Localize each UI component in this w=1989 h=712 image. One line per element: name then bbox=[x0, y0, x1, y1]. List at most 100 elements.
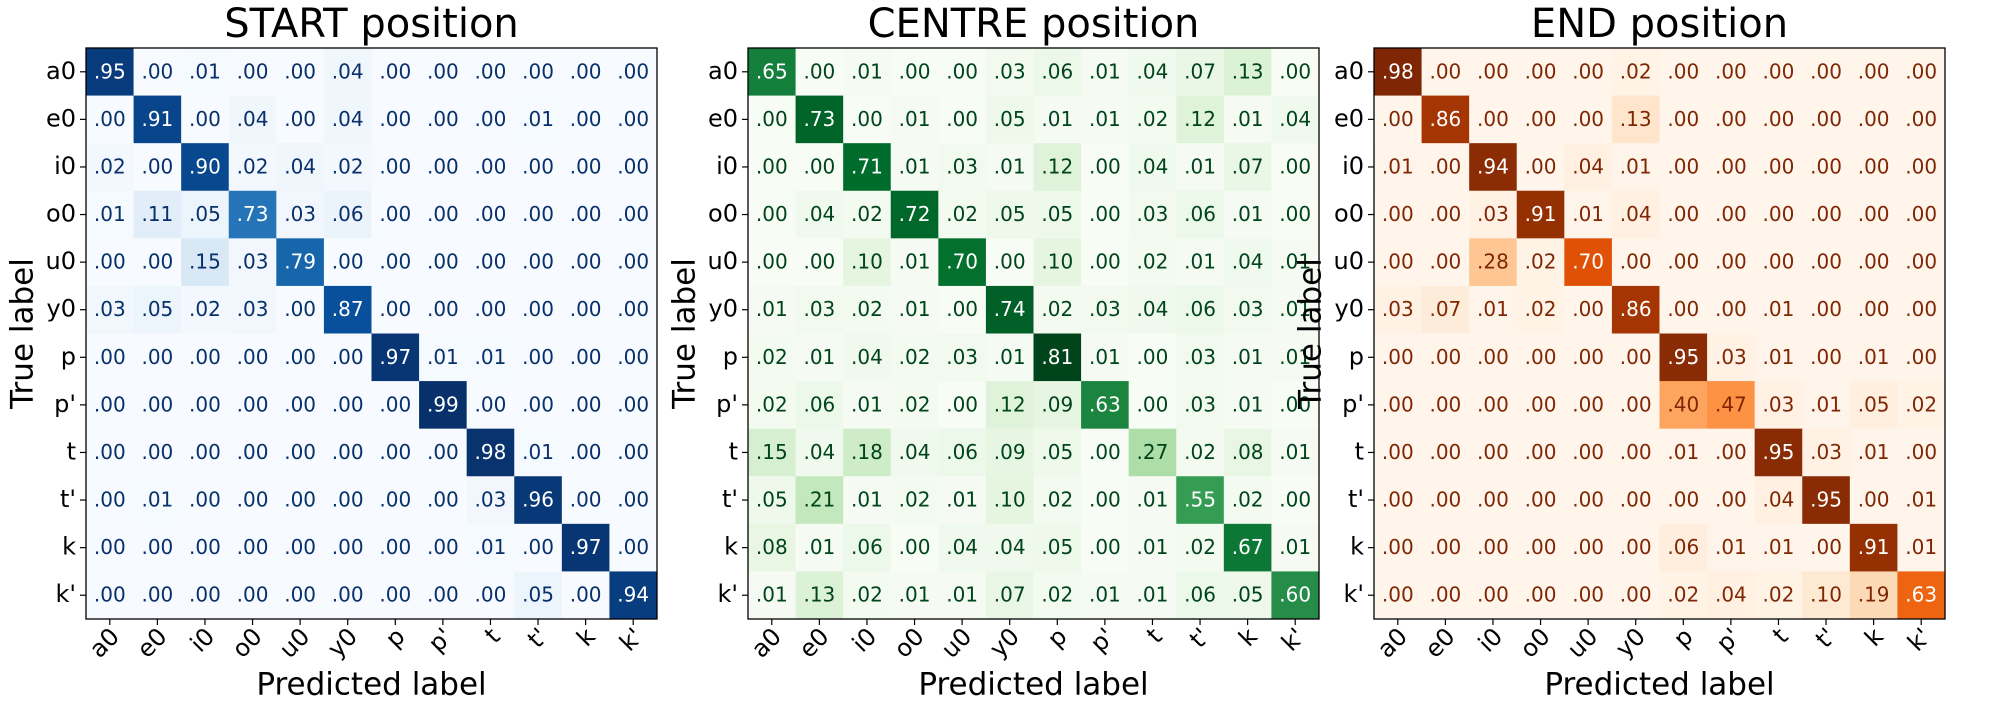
x-tick-label: p bbox=[1042, 622, 1073, 653]
cell-label: .00 bbox=[1858, 202, 1890, 226]
cell-label: .06 bbox=[803, 392, 835, 416]
cell-label: .13 bbox=[1620, 107, 1652, 131]
heatmap-cell bbox=[1707, 381, 1756, 430]
heatmap-cell bbox=[748, 476, 797, 525]
cell-label: .10 bbox=[994, 488, 1026, 512]
heatmap-cell bbox=[1611, 285, 1660, 334]
heatmap-cell bbox=[1271, 523, 1320, 572]
cell-label: .00 bbox=[1715, 202, 1747, 226]
cell-label: .00 bbox=[1905, 154, 1937, 178]
heatmap-cell bbox=[985, 238, 1034, 287]
heatmap-cell bbox=[1849, 95, 1898, 144]
cell-label: .00 bbox=[94, 392, 126, 416]
cell-label: .15 bbox=[189, 250, 221, 274]
cell-label: .00 bbox=[946, 392, 978, 416]
heatmap-cell bbox=[1707, 523, 1756, 572]
heatmap-cell bbox=[1223, 143, 1272, 192]
heatmap-cell bbox=[1611, 476, 1660, 525]
heatmap-cell bbox=[1849, 523, 1898, 572]
cell-label: .00 bbox=[1715, 440, 1747, 464]
heatmap-cell bbox=[1421, 285, 1470, 334]
heatmap-cell bbox=[466, 285, 515, 334]
heatmap-cell bbox=[1223, 571, 1272, 620]
cell-label: .01 bbox=[899, 297, 931, 321]
heatmap-cell bbox=[843, 571, 892, 620]
heatmap-cell bbox=[1176, 285, 1225, 334]
heatmap-cell bbox=[1223, 476, 1272, 525]
cell-label: .00 bbox=[617, 488, 649, 512]
heatmap-cell bbox=[181, 238, 230, 287]
x-tick-label: p bbox=[380, 622, 411, 653]
cell-label: .94 bbox=[1477, 154, 1509, 178]
cell-label: .00 bbox=[1429, 202, 1461, 226]
heatmap-cell bbox=[1128, 143, 1177, 192]
heatmap-cell bbox=[1081, 48, 1130, 97]
y-tick-label: t bbox=[1355, 437, 1364, 465]
cell-label: .00 bbox=[1525, 59, 1557, 83]
heatmap-cell bbox=[1802, 428, 1851, 477]
cell-label: .99 bbox=[427, 392, 459, 416]
cell-label: .00 bbox=[427, 154, 459, 178]
cell-label: .01 bbox=[1620, 154, 1652, 178]
heatmap-cell bbox=[466, 428, 515, 477]
cell-label: .01 bbox=[1858, 345, 1890, 369]
cell-label: .18 bbox=[851, 440, 883, 464]
cell-label: .00 bbox=[1715, 154, 1747, 178]
cell-label: .00 bbox=[1572, 345, 1604, 369]
heatmap-cell bbox=[419, 571, 468, 620]
cell-label: .00 bbox=[284, 440, 316, 464]
cell-label: .00 bbox=[1382, 202, 1414, 226]
x-tick-label: i0 bbox=[185, 622, 220, 657]
cell-label: .00 bbox=[1572, 440, 1604, 464]
cell-label: .01 bbox=[994, 154, 1026, 178]
heatmap-cell bbox=[1707, 95, 1756, 144]
x-tick-label: y0 bbox=[1610, 622, 1651, 663]
heatmap-cell bbox=[748, 428, 797, 477]
cell-label: .01 bbox=[1232, 202, 1264, 226]
cell-label: .00 bbox=[1572, 535, 1604, 559]
cell-label: .00 bbox=[1429, 440, 1461, 464]
cell-label: .01 bbox=[994, 345, 1026, 369]
panel-title: END position bbox=[1531, 1, 1788, 47]
cell-label: .00 bbox=[1525, 583, 1557, 607]
x-tick-label: a0 bbox=[1372, 622, 1413, 663]
y-tick-label: k' bbox=[1344, 580, 1365, 608]
heatmap-cell bbox=[1081, 571, 1130, 620]
cell-label: .06 bbox=[1041, 59, 1073, 83]
heatmap-cell bbox=[1707, 238, 1756, 287]
heatmap-cell bbox=[1421, 428, 1470, 477]
cell-label: .00 bbox=[570, 107, 602, 131]
heatmap-cell bbox=[1421, 333, 1470, 382]
heatmap-cell bbox=[1564, 428, 1613, 477]
cell-label: .00 bbox=[1667, 202, 1699, 226]
cell-label: .00 bbox=[332, 250, 364, 274]
cell-label: .00 bbox=[1667, 297, 1699, 321]
heatmap-cell bbox=[514, 95, 563, 144]
heatmap-cell bbox=[561, 238, 610, 287]
cell-label: .01 bbox=[946, 583, 978, 607]
heatmap-cell bbox=[938, 476, 987, 525]
cell-label: .00 bbox=[427, 250, 459, 274]
cell-label: .00 bbox=[522, 154, 554, 178]
cell-label: .00 bbox=[237, 440, 269, 464]
cell-label: .02 bbox=[756, 345, 788, 369]
heatmap-cell bbox=[1754, 143, 1803, 192]
heatmap-cell bbox=[514, 333, 563, 382]
heatmap-cell bbox=[843, 190, 892, 239]
heatmap-cell bbox=[890, 523, 939, 572]
heatmap-cell bbox=[1659, 571, 1708, 620]
heatmap-cell bbox=[609, 476, 658, 525]
cell-label: .01 bbox=[756, 297, 788, 321]
cell-label: .00 bbox=[617, 440, 649, 464]
cell-label: .00 bbox=[1477, 440, 1509, 464]
cell-label: .00 bbox=[332, 345, 364, 369]
heatmap-cell bbox=[1897, 48, 1946, 97]
heatmap-cell bbox=[419, 285, 468, 334]
cell-label: .01 bbox=[803, 535, 835, 559]
heatmap-cell bbox=[1611, 95, 1660, 144]
cell-label: .04 bbox=[1620, 202, 1652, 226]
cell-label: .03 bbox=[1137, 202, 1169, 226]
cell-label: .04 bbox=[1137, 297, 1169, 321]
x-tick-label: t' bbox=[1810, 622, 1841, 653]
heatmap-cell bbox=[1421, 143, 1470, 192]
